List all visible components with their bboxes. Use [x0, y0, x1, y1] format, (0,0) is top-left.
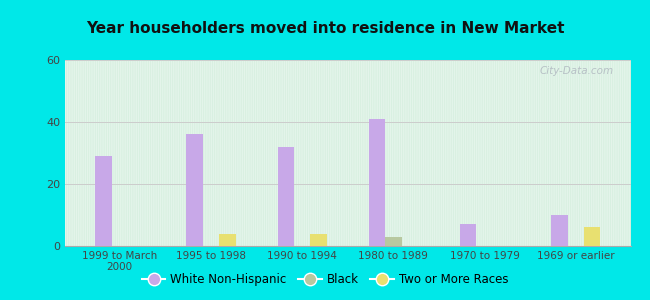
Bar [278, 147, 294, 246]
Text: Year householders moved into residence in New Market: Year householders moved into residence i… [86, 21, 564, 36]
Bar [310, 234, 327, 246]
Legend: White Non-Hispanic, Black, Two or More Races: White Non-Hispanic, Black, Two or More R… [137, 269, 513, 291]
Bar [369, 119, 385, 246]
Bar [584, 227, 601, 246]
Bar [551, 215, 567, 246]
Bar [187, 134, 203, 246]
Text: City-Data.com: City-Data.com [540, 66, 614, 76]
Bar [385, 237, 402, 246]
Bar [460, 224, 476, 246]
Bar [95, 156, 112, 246]
Bar [219, 234, 235, 246]
